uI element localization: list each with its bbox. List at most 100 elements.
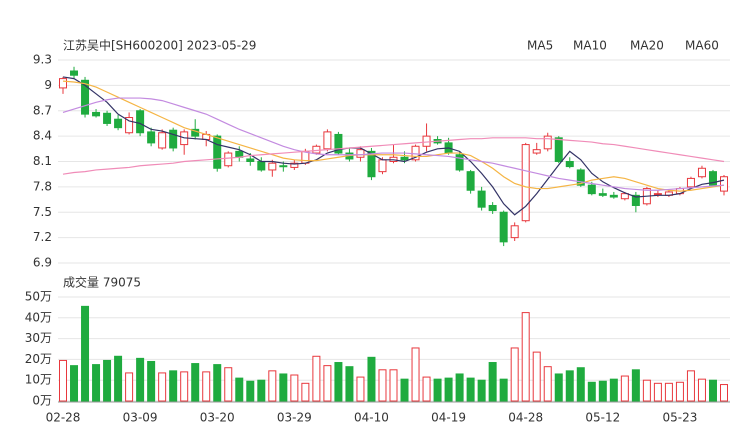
candle-body — [169, 129, 178, 149]
volume-bar — [378, 369, 387, 402]
candle-body — [697, 167, 706, 178]
y-tick-label: 30万 — [25, 331, 52, 345]
candle-body — [477, 190, 486, 208]
volume-bar — [334, 362, 343, 402]
legend-label: MA60 — [685, 39, 719, 53]
y-tick-label: 10万 — [25, 373, 52, 387]
x-tick-label: 05-23 — [662, 411, 697, 425]
candle-body — [136, 110, 145, 134]
volume-bar — [477, 379, 486, 402]
candle-body — [114, 118, 123, 129]
volume-bar — [609, 378, 618, 402]
candle-body — [510, 225, 519, 239]
candle-body — [246, 158, 255, 162]
volume-title: 成交量 79075 — [63, 275, 141, 290]
volume-bar — [708, 379, 717, 402]
volume-bar — [202, 371, 211, 402]
candle-body — [466, 171, 475, 191]
x-tick-label: 04-19 — [431, 411, 466, 425]
candle-body — [554, 137, 563, 162]
y-tick-label: 9.3 — [33, 53, 52, 67]
volume-bar — [290, 374, 299, 402]
volume-bar — [367, 356, 376, 402]
candle-body — [224, 152, 233, 167]
volume-bar — [213, 364, 222, 402]
y-tick-label: 20万 — [25, 352, 52, 366]
candle-body — [720, 176, 728, 192]
candle-body — [257, 161, 266, 171]
y-tick-label: 40万 — [25, 310, 52, 324]
volume-bar — [664, 382, 673, 402]
volume-bar — [114, 355, 123, 402]
volume-bar — [235, 377, 244, 402]
candle-body — [268, 162, 277, 171]
volume-bar — [598, 380, 607, 402]
y-tick-label: 8.1 — [33, 154, 52, 168]
x-tick-label: 03-09 — [123, 411, 158, 425]
volume-bar — [70, 365, 79, 402]
volume-bar — [631, 369, 640, 402]
candle-body — [598, 193, 607, 196]
volume-bar — [169, 370, 178, 402]
candle-body — [81, 79, 90, 115]
volume-bar — [499, 378, 508, 402]
volume-bar — [554, 373, 563, 402]
volume-bar — [642, 379, 651, 402]
x-tick-label: 03-29 — [277, 411, 312, 425]
volume-bar — [389, 369, 398, 402]
y-tick-label: 7.5 — [33, 205, 52, 219]
candle-body — [609, 194, 618, 198]
volume-bar — [136, 357, 145, 402]
candle-body — [279, 165, 288, 168]
volume-bar — [92, 364, 101, 402]
volume-bar — [191, 363, 200, 402]
candle-body — [400, 156, 409, 161]
candle-body — [565, 161, 574, 168]
volume-bar — [532, 351, 541, 402]
y-tick-label: 50万 — [25, 290, 52, 304]
candle-body — [708, 171, 717, 186]
ma-line — [62, 97, 725, 191]
volume-bar — [521, 312, 530, 402]
x-tick-label: 03-20 — [200, 411, 235, 425]
volume-bar — [433, 378, 442, 402]
candle-body — [587, 184, 596, 195]
candle-body — [290, 162, 299, 168]
volume-bar — [246, 380, 255, 402]
candle-body — [620, 193, 629, 200]
x-tick-label: 04-10 — [354, 411, 389, 425]
candle-body — [686, 177, 695, 188]
x-tick-label: 02-28 — [46, 411, 81, 425]
y-tick-label: 8.4 — [33, 129, 52, 143]
volume-bar — [323, 365, 332, 402]
volume-bar — [675, 381, 684, 402]
chart-title: 江苏吴中[SH600200] 2023-05-29 — [63, 38, 256, 53]
y-tick-label: 7.2 — [33, 230, 52, 244]
volume-bar — [59, 359, 67, 402]
y-tick-label: 9 — [44, 78, 52, 92]
volume-bar — [312, 355, 321, 402]
legend-label: MA10 — [573, 39, 607, 53]
volume-bar — [345, 366, 354, 402]
volume-bar — [411, 347, 420, 402]
candle-body — [543, 135, 552, 150]
x-tick-label: 05-12 — [585, 411, 620, 425]
volume-bar — [301, 382, 310, 402]
candle-body — [70, 70, 79, 76]
candle-body — [488, 204, 497, 212]
volume-bar — [653, 382, 662, 402]
candle-body — [653, 193, 662, 196]
legend-label: MA5 — [527, 39, 553, 53]
volume-bar — [147, 360, 156, 402]
candle-body — [532, 149, 541, 154]
ma-line — [62, 137, 725, 175]
volume-bar — [510, 347, 519, 402]
candle-body — [213, 135, 222, 169]
volume-bar — [180, 371, 189, 402]
volume-bar — [125, 372, 134, 402]
candle-body — [499, 211, 508, 243]
y-tick-label: 7.8 — [33, 179, 52, 193]
ma-line — [62, 80, 725, 192]
volume-bar — [720, 384, 728, 402]
